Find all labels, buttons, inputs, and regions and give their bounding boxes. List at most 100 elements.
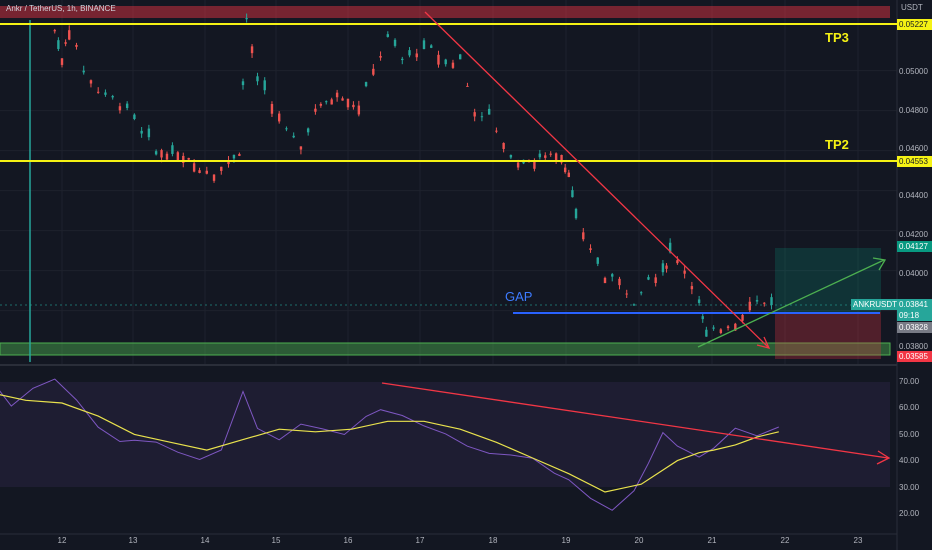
- candle-body: [487, 108, 491, 115]
- candle-body: [549, 153, 552, 155]
- candle-body: [68, 30, 71, 40]
- target-arrowhead: [872, 257, 887, 271]
- candlestick-series: [29, 13, 773, 362]
- tp2-price-tag: 0.04553: [897, 156, 932, 167]
- panes: [0, 0, 898, 550]
- candle-body: [82, 70, 85, 73]
- candle-body: [379, 56, 382, 58]
- candle-body: [182, 155, 185, 163]
- time-tick: 16: [343, 536, 353, 545]
- candle-body: [589, 248, 592, 250]
- candle-body: [661, 263, 665, 273]
- entry-price-tag: 0.03828: [897, 322, 932, 333]
- gap-label: GAP: [505, 289, 533, 304]
- candle-body: [154, 151, 158, 155]
- rsi-tick: 50.00: [899, 430, 920, 439]
- candle-body: [567, 172, 570, 178]
- candle-body: [393, 39, 397, 46]
- rsi-indicator: [0, 378, 891, 511]
- candle-body: [554, 153, 558, 161]
- rsi-tick: 40.00: [899, 456, 920, 465]
- trendline-arrowhead: [756, 336, 771, 349]
- candle-body: [335, 92, 339, 98]
- candle-body: [430, 45, 433, 48]
- candle-body: [245, 18, 248, 20]
- candle-body: [618, 278, 621, 286]
- time-tick: 22: [780, 536, 790, 545]
- candle-body: [346, 98, 350, 108]
- tp3-label: TP3: [825, 30, 849, 45]
- candle-body: [473, 112, 476, 117]
- candle-body: [319, 103, 323, 106]
- candle-body: [665, 265, 668, 269]
- candle-body: [632, 304, 636, 306]
- candle-body: [401, 58, 404, 61]
- candle-body: [133, 114, 136, 119]
- candle-body: [227, 160, 230, 165]
- time-tick: 13: [128, 536, 138, 545]
- rsi-trendline-arrowhead: [876, 450, 891, 465]
- candle-body: [712, 327, 715, 329]
- candle-body: [250, 46, 254, 54]
- time-tick: 20: [634, 536, 644, 545]
- time-tick: 18: [488, 536, 498, 545]
- candle-body: [502, 143, 505, 149]
- candle-body: [192, 163, 196, 172]
- time-tick: 14: [200, 536, 210, 545]
- candle-body: [701, 316, 704, 320]
- candle-body: [220, 166, 223, 171]
- time-tick: 12: [57, 536, 67, 545]
- candle-body: [125, 103, 129, 109]
- candle-body: [372, 68, 375, 75]
- time-tick: 17: [415, 536, 425, 545]
- candle-body: [104, 92, 107, 95]
- candle-body: [341, 98, 344, 101]
- candle-body: [683, 270, 686, 274]
- candle-body: [57, 40, 60, 49]
- rsi-tick: 30.00: [899, 483, 920, 492]
- grid-lines: [0, 0, 897, 534]
- support-zone: [0, 342, 891, 356]
- candle-body: [734, 323, 737, 331]
- time-tick: 21: [707, 536, 717, 545]
- time-tick: 15: [271, 536, 281, 545]
- candle-body: [444, 59, 447, 65]
- last-price-tag: 0.03841: [897, 299, 932, 310]
- candle-body: [560, 154, 563, 163]
- candle-body: [256, 76, 259, 82]
- candle-body: [755, 300, 759, 302]
- long-position-stop-zone: [775, 312, 881, 359]
- candle-body: [495, 130, 498, 132]
- rsi-tick: 20.00: [899, 509, 920, 518]
- candle-body: [563, 167, 567, 173]
- candle-body: [625, 293, 628, 295]
- candle-body: [118, 106, 122, 111]
- candle-body: [75, 44, 78, 47]
- candle-body: [198, 170, 201, 173]
- candle-body: [111, 96, 114, 98]
- candle-body: [60, 58, 64, 65]
- candle-body: [270, 103, 274, 114]
- price-tick: 0.04400: [899, 191, 928, 200]
- currency-label: USDT: [901, 3, 923, 12]
- candle-body: [676, 260, 679, 264]
- candle-body: [364, 82, 368, 87]
- candle-body: [422, 40, 426, 50]
- drawings[interactable]: [0, 11, 897, 359]
- candle-body: [160, 150, 163, 158]
- candle-body: [748, 301, 751, 311]
- candle-body: [53, 30, 56, 32]
- rsi-line: [0, 378, 779, 511]
- candle-body: [212, 174, 216, 181]
- candle-body: [668, 242, 672, 253]
- candle-body: [352, 104, 355, 108]
- candle-body: [165, 153, 169, 160]
- time-tick: 23: [853, 536, 863, 545]
- price-tick: 0.05000: [899, 67, 928, 76]
- candle-body: [415, 53, 418, 58]
- candle-body: [705, 329, 708, 337]
- rsi-trendline: [381, 382, 889, 459]
- candle-body: [533, 160, 536, 169]
